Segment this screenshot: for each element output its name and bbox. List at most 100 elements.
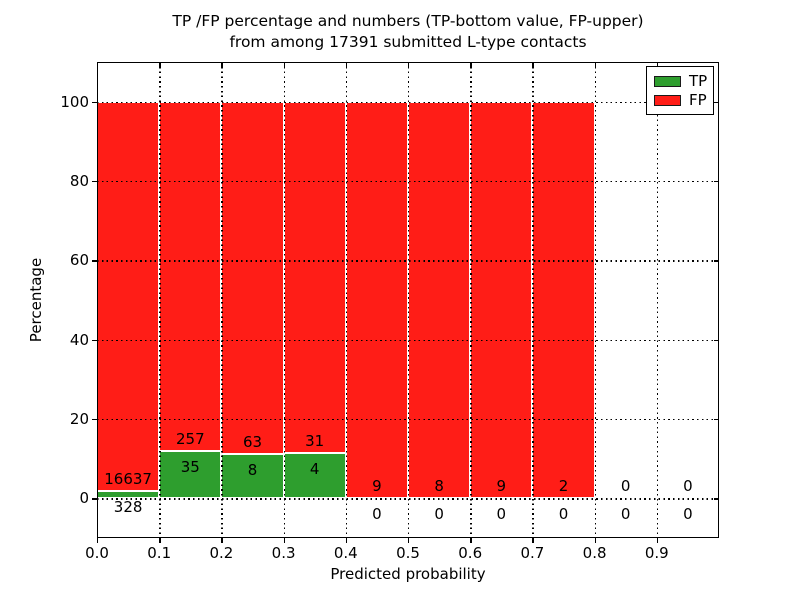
y-tick-right	[714, 260, 719, 262]
x-tick-label: 0.0	[85, 544, 109, 562]
bar-fp-bin-5	[408, 101, 471, 499]
fp-count-bin-1: 257	[175, 429, 205, 448]
x-tick	[159, 538, 161, 543]
tp-count-bin-7: 0	[558, 505, 569, 524]
y-tick-label: 20	[69, 410, 89, 428]
x-tick-label: 0.7	[520, 544, 545, 562]
x-tick	[221, 538, 223, 543]
bar-fp-bin-2	[221, 101, 284, 454]
fp-count-bin-0: 16637	[104, 469, 152, 488]
x-tick	[283, 538, 285, 543]
x-tick-top	[656, 62, 659, 67]
tp-swatch-icon	[654, 76, 681, 87]
x-tick-top	[97, 62, 99, 67]
x-tick	[345, 538, 348, 543]
x-tick-top	[159, 62, 161, 67]
bar-fp-bin-6	[470, 101, 533, 499]
y-tick-right	[714, 181, 719, 183]
tp-legend-label: TP	[689, 72, 708, 90]
bar-fp-bin-0	[97, 101, 160, 491]
gridline-x-0.1	[159, 62, 161, 538]
x-tick	[97, 538, 99, 543]
x-tick-label: 0.2	[209, 544, 234, 562]
y-tick	[92, 339, 97, 342]
legend: TP FP	[646, 66, 714, 115]
bar-fp-bin-7	[532, 101, 595, 499]
fp-count-bin-6: 9	[496, 477, 507, 496]
fp-count-bin-3: 31	[305, 432, 325, 450]
x-tick	[408, 538, 410, 543]
x-tick-top	[345, 62, 348, 67]
gridline-x-0.4	[345, 62, 348, 538]
chart-subtitle: from among 17391 submitted L-type contac…	[229, 33, 587, 51]
x-tick-label: 0.8	[582, 544, 607, 562]
tp-count-bin-4: 0	[372, 505, 382, 524]
x-tick-label: 0.4	[333, 544, 358, 562]
tp-count-bin-9: 0	[683, 505, 693, 524]
gridline-x-0.6	[470, 62, 472, 538]
tp-count-bin-6: 0	[496, 505, 507, 524]
y-tick-label: 40	[69, 330, 89, 349]
fp-count-bin-9: 0	[683, 477, 693, 496]
y-tick-label: 60	[69, 251, 89, 270]
x-axis-label: Predicted probability	[330, 565, 486, 583]
fp-legend-label: FP	[689, 91, 707, 109]
y-tick-right	[714, 498, 719, 500]
x-tick-label: 0.9	[644, 544, 669, 562]
tp-count-bin-5: 0	[434, 505, 444, 524]
y-tick	[92, 101, 97, 104]
bar-fp-bin-3	[283, 101, 346, 453]
x-tick-label: 0.1	[147, 544, 172, 562]
fp-count-bin-7: 2	[558, 477, 569, 496]
bar-tp-bin-3	[283, 453, 346, 499]
x-tick-top	[283, 62, 285, 67]
x-tick-top	[221, 62, 223, 67]
fp-count-bin-5: 8	[434, 477, 444, 496]
y-tick	[92, 498, 97, 500]
fp-count-bin-4: 9	[372, 477, 382, 496]
y-tick-right	[714, 419, 719, 421]
tp-count-bin-0: 328	[113, 497, 143, 516]
gridline-x-0.9	[656, 62, 659, 538]
chart-title: TP /FP percentage and numbers (TP-bottom…	[172, 12, 644, 30]
y-tick	[92, 419, 97, 421]
bar-tp-bin-2	[221, 453, 284, 499]
tp-count-bin-1: 35	[180, 457, 200, 476]
bar-fp-bin-4	[345, 101, 408, 499]
x-tick	[470, 538, 472, 543]
gridline-x-0.2	[221, 62, 223, 538]
legend-entry-fp: FP	[654, 91, 713, 110]
y-tick	[92, 181, 97, 183]
x-tick-top	[532, 62, 534, 67]
y-axis-label: Percentage	[27, 257, 45, 343]
y-tick-label: 100	[60, 92, 89, 111]
x-tick-label: 0.5	[396, 544, 420, 562]
fp-count-bin-2: 63	[242, 432, 263, 451]
x-tick-top	[470, 62, 472, 67]
gridline-x-0.3	[283, 62, 285, 538]
x-tick-top	[594, 62, 596, 67]
y-tick-label: 80	[69, 172, 89, 190]
tp-count-bin-3: 4	[309, 460, 320, 478]
y-tick-right	[714, 101, 719, 104]
gridline-x-0.8	[594, 62, 596, 538]
x-tick	[532, 538, 534, 543]
tp-count-bin-8: 0	[620, 505, 631, 524]
x-tick	[656, 538, 659, 543]
gridline-x-0.7	[532, 62, 534, 538]
x-tick-label: 0.6	[458, 544, 483, 562]
y-tick-right	[714, 339, 719, 342]
gridline-x-0.5	[408, 62, 410, 538]
legend-entry-tp: TP	[654, 72, 713, 91]
fp-count-bin-8: 0	[620, 477, 631, 496]
x-tick-label: 0.3	[271, 544, 296, 562]
bar-tp-bin-1	[159, 450, 222, 499]
x-tick	[594, 538, 596, 543]
plot-area: 16637 328 257 35 63 8 31 4 9 0 8 0 9 0 2 0 0 0 0 0 0.0 0.1 0.2…	[60, 62, 719, 562]
y-tick-label: 0	[79, 489, 89, 508]
y-tick	[92, 260, 97, 262]
fp-swatch-icon	[654, 95, 681, 106]
tp-count-bin-2: 8	[247, 460, 258, 479]
bar-fp-bin-1	[159, 101, 222, 451]
